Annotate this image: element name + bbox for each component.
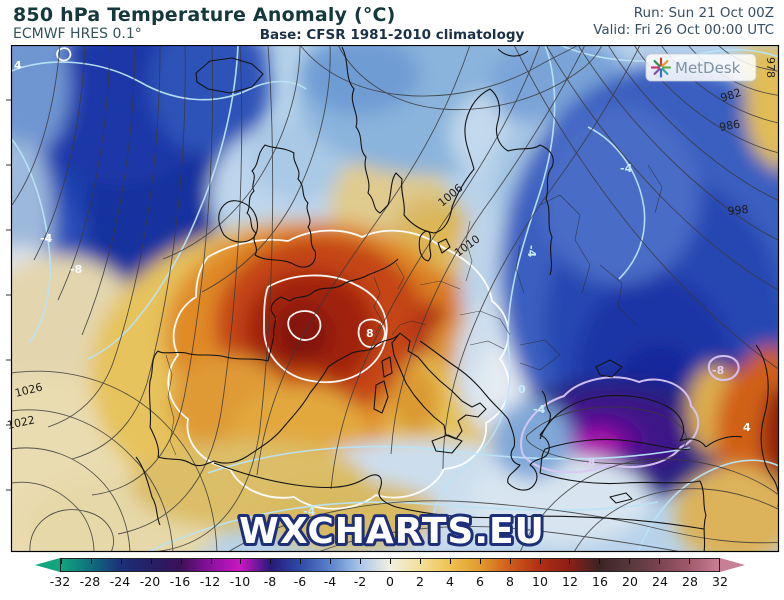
colorbar-tick-label: -24	[109, 574, 131, 589]
colorbar-tick-label: 24	[652, 574, 668, 589]
metdesk-logo: MetDesk	[645, 53, 757, 82]
anomaly-label: -4	[303, 505, 316, 518]
colorbar-tick-label: -20	[139, 574, 161, 589]
anomaly-labels: 4 -4 -8 8 -4 -4 0 -4 -4 -8 -8 4	[14, 59, 751, 518]
colorbar-tick-label: 10	[532, 574, 548, 589]
colorbar-arrow-right	[720, 558, 745, 572]
anomaly-field	[11, 45, 779, 552]
colorbar-arrow-left	[35, 558, 60, 572]
colorbar-tick-mark	[719, 559, 720, 564]
colorbar-tick-label: -10	[229, 574, 251, 589]
colorbar-tick-mark	[210, 559, 212, 564]
colorbar-tick-mark	[270, 559, 272, 564]
latitude-ticks	[6, 99, 11, 491]
colorbar-tick-mark	[240, 559, 242, 564]
watermark: WXCHARTS.EU	[239, 511, 545, 552]
page-title: 850 hPa Temperature Anomaly (°C)	[13, 4, 396, 26]
colorbar-tick-label: -16	[169, 574, 191, 589]
colorbar-tick-mark	[180, 559, 182, 564]
colorbar-tick-mark	[300, 559, 302, 564]
colorbar-tick-label: 6	[476, 574, 484, 589]
colorbar-tick-mark	[479, 559, 481, 564]
anomaly-label: 4	[14, 59, 22, 72]
pressure-label: 1022	[6, 413, 36, 432]
climatology-base-label: Base: CFSR 1981-2010 climatology	[259, 27, 525, 43]
anomaly-label: 4	[743, 421, 751, 434]
colorbar-tick-label: 2	[416, 574, 424, 589]
pressure-label: 978	[764, 57, 777, 78]
colorbar-tick-label: 28	[682, 574, 698, 589]
left-margin	[0, 45, 11, 553]
violet-anomaly-contours	[520, 355, 740, 474]
model-label: ECMWF HRES 0.1°	[13, 26, 142, 42]
metdesk-snowflake-icon	[650, 57, 672, 78]
colorbar-tick-label: 4	[446, 574, 454, 589]
colorbar-tick-mark	[689, 559, 691, 564]
anomaly-label: -8	[583, 456, 595, 469]
colorbar-tick-label: -2	[353, 574, 367, 589]
anomaly-label: -8	[712, 364, 724, 377]
anomaly-label: -4	[620, 162, 633, 175]
right-margin	[779, 45, 784, 553]
map-area: 978 982 986 998 1006 1010 1022 1026 4 -4…	[0, 45, 784, 553]
colorbar-tick-mark	[539, 559, 541, 564]
run-time-label: Run: Sun 21 Oct 00Z	[633, 5, 774, 21]
colorbar-ticks: -32 -28 -24 -20 -16 -12 -10 -8 -6 -4 -2 0 2 4 6 8 10 12 16…	[50, 574, 728, 592]
map-frame	[10, 45, 780, 553]
colorbar-tick-label: 20	[622, 574, 638, 589]
colorbar-tick-label: -32	[49, 574, 71, 589]
colorbar-tick-label: -6	[293, 574, 307, 589]
colorbar-tick-mark	[599, 559, 601, 564]
colorbar-tick-label: 32	[712, 574, 728, 589]
colorbar-tick-mark	[449, 559, 451, 564]
pressure-label: 986	[718, 118, 741, 134]
valid-time-label: Valid: Fri 26 Oct 00:00 UTC	[593, 22, 774, 38]
colorbar-tick-mark	[120, 559, 122, 564]
colorbar-gradient	[60, 558, 720, 572]
colorbar-tick-mark	[330, 559, 332, 564]
anomaly-label: 8	[366, 327, 374, 340]
warm-anomaly-contours	[56, 47, 510, 510]
colorbar-tick-mark	[61, 559, 62, 564]
colorbar-tick-mark	[390, 559, 391, 564]
anomaly-label: -8	[70, 263, 82, 276]
colorbar-tick-label: -28	[79, 574, 101, 589]
colorbar-tick-mark	[419, 559, 421, 564]
colorbar-tick-label: 0	[386, 574, 394, 589]
colorbar-tick-mark	[629, 559, 631, 564]
colorbar-tick-mark	[90, 559, 92, 564]
colorbar-tick-mark	[659, 559, 661, 564]
colorbar-tick-label: -12	[199, 574, 221, 589]
anomaly-label: -4	[40, 232, 53, 245]
pressure-label: 998	[727, 203, 749, 218]
anomaly-label: -4	[533, 403, 546, 416]
colorbar-tick-mark	[569, 559, 571, 564]
colorbar-tick-mark	[509, 559, 511, 564]
colorbar-tick-label: -8	[263, 574, 277, 589]
anomaly-label: -4	[525, 245, 538, 258]
coastlines	[135, 46, 779, 552]
colorbar-tick-label: -4	[323, 574, 337, 589]
colorbar-tick-label: 12	[562, 574, 578, 589]
weather-map: 978 982 986 998 1006 1010 1022 1026 4 -4…	[0, 45, 784, 553]
colorbar-tick-mark	[360, 559, 362, 564]
colorbar-tick-mark	[150, 559, 152, 564]
country-borders	[165, 164, 663, 456]
colorbar-tick-label: 16	[592, 574, 608, 589]
anomaly-label: 0	[518, 383, 526, 396]
pressure-label: 982	[719, 86, 743, 105]
colorbar-area: -32 -28 -24 -20 -16 -12 -10 -8 -6 -4 -2 0 2 4 6 8 10 12 16…	[0, 553, 784, 600]
metdesk-logo-text: MetDesk	[675, 59, 741, 77]
colorbar-tick-label: 8	[506, 574, 514, 589]
header: 850 hPa Temperature Anomaly (°C) ECMWF H…	[0, 0, 784, 45]
